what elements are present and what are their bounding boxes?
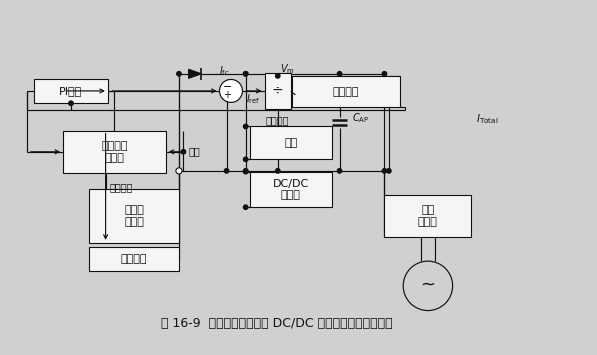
Circle shape	[276, 169, 280, 173]
Text: PI控制: PI控制	[59, 86, 82, 96]
Bar	[264, 73, 291, 109]
Circle shape	[244, 72, 248, 76]
Bar	[384, 195, 472, 237]
Text: $I_{\rm fc}$: $I_{\rm fc}$	[219, 64, 229, 78]
Circle shape	[337, 169, 341, 173]
Circle shape	[69, 101, 73, 105]
Circle shape	[244, 169, 248, 173]
Text: 控制: 控制	[189, 146, 201, 156]
Circle shape	[244, 124, 248, 129]
Circle shape	[382, 169, 387, 173]
Bar	[34, 78, 108, 103]
Bar	[250, 126, 332, 159]
Text: $V_{\rm m}$: $V_{\rm m}$	[279, 62, 294, 76]
Bar	[90, 247, 179, 272]
Circle shape	[244, 205, 248, 209]
Circle shape	[276, 74, 280, 78]
Circle shape	[176, 168, 182, 174]
Text: 图 16-9  带有低压蓄电池和 DC/DC 变换器的燃料电池系统: 图 16-9 带有低压蓄电池和 DC/DC 变换器的燃料电池系统	[161, 317, 392, 329]
Bar	[63, 131, 166, 173]
Text: 功率指令: 功率指令	[266, 116, 290, 126]
Text: 电池: 电池	[284, 138, 297, 148]
Bar	[250, 171, 332, 207]
Circle shape	[387, 169, 391, 173]
Circle shape	[177, 72, 181, 76]
Circle shape	[220, 80, 242, 102]
Text: 氢气输入: 氢气输入	[110, 182, 134, 192]
Text: $I_{\rm ref}$: $I_{\rm ref}$	[247, 93, 261, 106]
Text: $C_{\rm AP}$: $C_{\rm AP}$	[352, 111, 369, 125]
Text: 驱动
逆变器: 驱动 逆变器	[418, 205, 438, 227]
Circle shape	[337, 72, 341, 76]
Text: 燃料电
池单元: 燃料电 池单元	[124, 205, 144, 227]
Circle shape	[382, 72, 387, 76]
Text: ~: ~	[420, 275, 435, 293]
Text: 辅件负载: 辅件负载	[121, 254, 147, 264]
Circle shape	[244, 169, 248, 174]
Text: +: +	[223, 90, 232, 100]
Text: $I_{\rm Total}$: $I_{\rm Total}$	[476, 112, 498, 126]
Text: DC/DC
变换器: DC/DC 变换器	[273, 179, 309, 200]
Bar	[293, 76, 400, 107]
Text: 燃料电池
控制器: 燃料电池 控制器	[101, 141, 128, 163]
Polygon shape	[189, 69, 201, 78]
Text: ÷: ÷	[272, 84, 284, 98]
Bar	[90, 190, 179, 243]
Circle shape	[181, 149, 186, 154]
Circle shape	[224, 169, 229, 173]
Circle shape	[244, 72, 248, 76]
Circle shape	[244, 157, 248, 162]
Text: 系统控制: 系统控制	[333, 87, 359, 97]
Text: −: −	[223, 82, 232, 92]
